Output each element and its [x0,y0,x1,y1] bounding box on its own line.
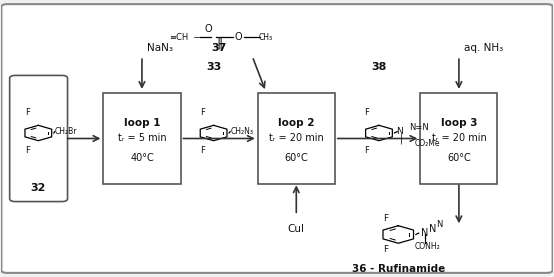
FancyBboxPatch shape [420,93,497,184]
Text: 60°C: 60°C [447,153,471,163]
Text: F: F [200,146,205,155]
Text: F: F [383,214,388,222]
Text: 33: 33 [206,62,221,72]
Text: N: N [396,127,403,136]
Text: N: N [436,220,442,229]
Text: tᵣ = 5 min: tᵣ = 5 min [117,134,166,143]
Text: NaN₃: NaN₃ [147,43,173,53]
Text: 37: 37 [211,43,226,53]
Text: O: O [234,32,242,42]
Text: N: N [422,228,429,238]
Text: CO₂Me: CO₂Me [415,140,440,148]
Text: N=N: N=N [409,123,429,132]
Text: loop 2: loop 2 [278,118,315,128]
Text: O: O [204,24,212,34]
Text: tᵣ = 20 min: tᵣ = 20 min [432,134,486,143]
Text: loop 1: loop 1 [124,118,160,128]
Text: 38: 38 [371,62,387,72]
Text: CH₃: CH₃ [259,32,273,42]
Text: CONH₂: CONH₂ [415,242,440,251]
Text: CuI: CuI [288,224,305,234]
Text: |: | [399,133,403,144]
Text: tᵣ = 20 min: tᵣ = 20 min [269,134,324,143]
Text: ≡CH: ≡CH [170,32,189,42]
FancyBboxPatch shape [9,75,68,202]
Text: F: F [383,245,388,254]
Text: ‖: ‖ [216,36,222,49]
FancyBboxPatch shape [258,93,335,184]
FancyBboxPatch shape [104,93,181,184]
FancyBboxPatch shape [2,4,552,273]
Text: F: F [200,108,205,117]
Text: 36 - Rufinamide: 36 - Rufinamide [352,264,445,274]
Text: F: F [25,146,30,155]
Text: 60°C: 60°C [284,153,308,163]
Text: N: N [429,224,436,234]
Text: 40°C: 40°C [130,153,154,163]
Text: CH₂N₃: CH₂N₃ [230,127,253,136]
Text: aq. NH₃: aq. NH₃ [464,43,504,53]
Text: F: F [365,146,370,155]
Text: loop 3: loop 3 [440,118,477,128]
Text: F: F [365,108,370,117]
Text: 32: 32 [30,183,46,193]
Text: CH₂Br: CH₂Br [55,127,78,136]
Text: F: F [25,108,30,117]
